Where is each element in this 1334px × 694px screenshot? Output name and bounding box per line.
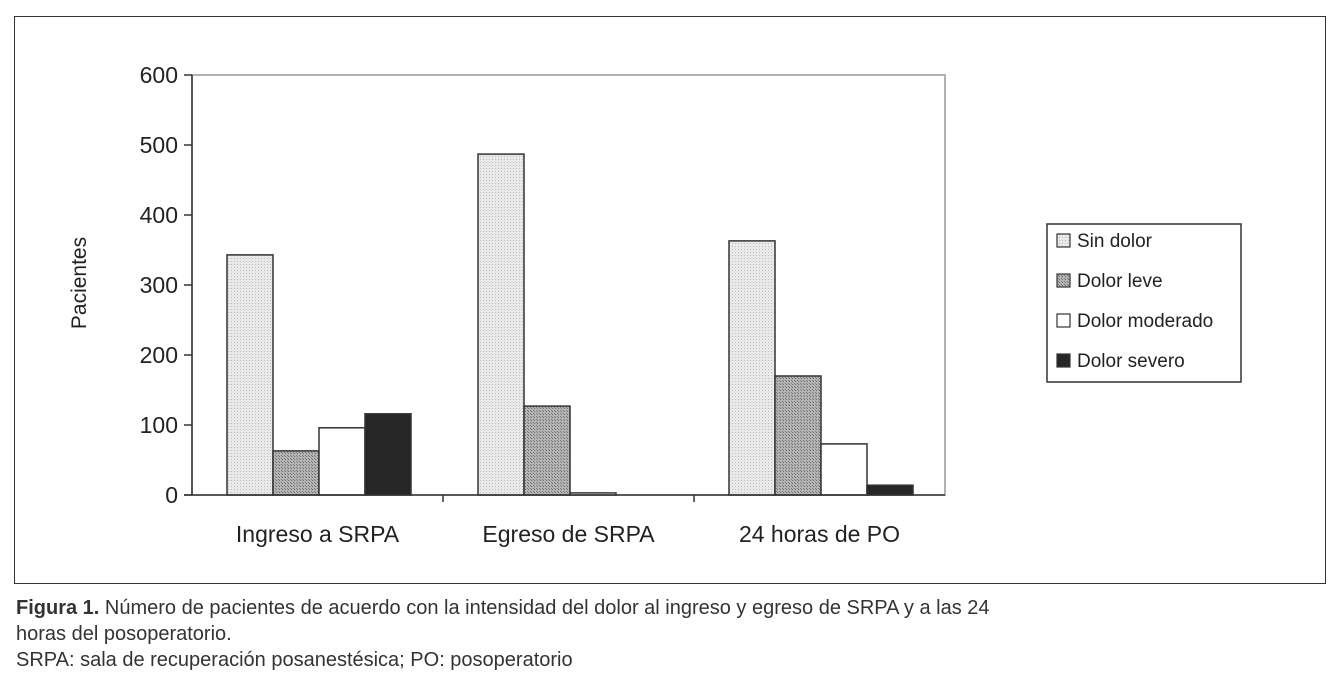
bar-dolor-moderado-2 [820, 443, 868, 496]
x-tick-label: Ingreso a SRPA [236, 521, 400, 547]
y-tick-label: 200 [140, 342, 178, 368]
x-tick-label: 24 horas de PO [739, 521, 900, 547]
bar-dolor-leve-2 [774, 375, 822, 496]
y-tick-label: 500 [140, 132, 178, 158]
legend-label: Sin dolor [1077, 231, 1153, 252]
bar-sin-dolor-0 [226, 254, 274, 496]
y-axis-label: Pacientes [68, 237, 91, 329]
caption-line-2: horas del posoperatorio. [16, 623, 232, 645]
axes-group: Ingreso a SRPA Egreso de SRPA 24 horas de … [140, 62, 945, 547]
y-tick-label: 600 [140, 62, 178, 88]
legend-label: Dolor leve [1077, 271, 1163, 292]
legend-label: Dolor severo [1077, 351, 1185, 372]
legend-swatch-dolor-moderado [1056, 313, 1071, 328]
caption-text-1: Número de pacientes de acuerdo con la in… [99, 597, 990, 619]
x-tick-label: Egreso de SRPA [482, 521, 655, 547]
bar-dolor-severo-2 [866, 484, 914, 496]
figure-caption: Figura 1. Número de pacientes de acuerdo… [16, 595, 1316, 673]
y-tick-label: 100 [140, 412, 178, 438]
legend-label: Dolor moderado [1077, 311, 1213, 332]
bar-sin-dolor-1 [477, 153, 525, 496]
legend-box [1046, 223, 1242, 383]
bar-dolor-moderado-0 [318, 427, 366, 496]
legend-swatch-sin-dolor [1056, 233, 1071, 248]
y-tick-label: 300 [140, 272, 178, 298]
caption-figure-label: Figura 1. [16, 597, 100, 619]
legend: Sin dolor Dolor leve Dolor moderado Dolor s… [1046, 223, 1242, 383]
bar-dolor-leve-0 [272, 450, 320, 496]
caption-line-1: Figura 1. Número de pacientes de acuerdo… [16, 595, 1316, 621]
y-tick-label: 400 [140, 202, 178, 228]
bar-dolor-severo-0 [364, 413, 412, 496]
bar-sin-dolor-2 [728, 240, 776, 496]
y-tick-label: 0 [165, 482, 178, 508]
caption-line-3: SRPA: sala de recuperación posanestésica… [16, 649, 573, 671]
legend-swatch-dolor-severo [1056, 353, 1071, 368]
bar-dolor-leve-1 [523, 405, 571, 496]
legend-swatch-dolor-leve [1056, 273, 1071, 288]
bar-chart: Ingreso a SRPA Egreso de SRPA 24 horas de … [68, 62, 1242, 547]
figure-frame [14, 16, 1326, 584]
